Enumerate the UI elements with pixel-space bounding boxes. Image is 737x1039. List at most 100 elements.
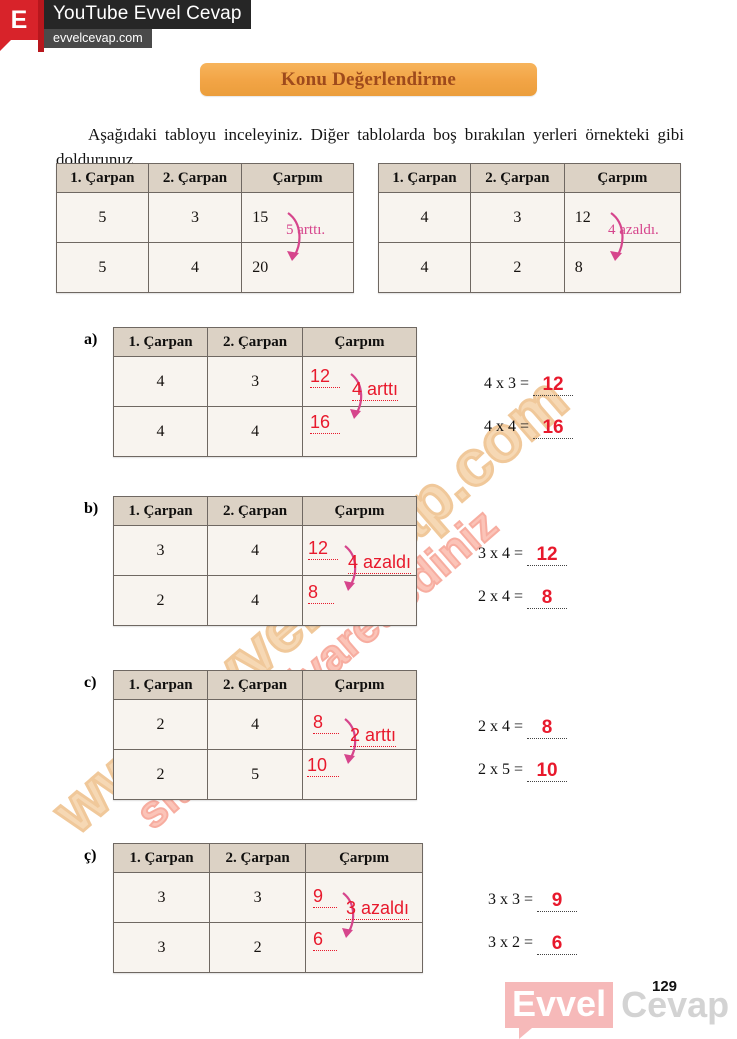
equation-answer[interactable]: 8 [527, 718, 568, 739]
table-row: 3 2 [112, 922, 423, 973]
equation-answer[interactable]: 16 [533, 418, 574, 439]
cell-factor2: 3 [207, 356, 304, 407]
equation-answer[interactable]: 12 [533, 375, 574, 396]
question-a-arrow-icon [350, 373, 363, 419]
question-table-b: 1. Çarpan 2. Çarpan Çarpım 3 4 2 4 [112, 496, 417, 626]
cell-factor2: 2 [470, 242, 565, 293]
cell-factor2: 4 [207, 575, 304, 626]
table-header-row: 1. Çarpan 2. Çarpan Çarpım [112, 496, 417, 526]
column-header-product: Çarpım [302, 327, 417, 357]
footer-watermark-logo: Evvel Cevap [505, 982, 730, 1039]
example-1-note: 5 arttı. [286, 222, 326, 238]
cell-factor1: 3 [112, 922, 211, 973]
question-c-note: 2 arttı [350, 725, 397, 747]
cell-factor1: 3 [112, 525, 209, 576]
equation-answer[interactable]: 8 [527, 588, 568, 609]
column-header-factor1: 1. Çarpan [56, 163, 149, 193]
cell-factor2: 4 [207, 699, 304, 750]
equation-expression: 4 x 4 = [484, 418, 530, 435]
answer-c-row2: 10 [307, 755, 339, 777]
evvel-cevap-logo-icon: E [0, 0, 38, 52]
column-header-factor1: 1. Çarpan [112, 843, 211, 873]
footer-logo-secondary: Cevap [621, 984, 730, 1025]
cell-factor2: 4 [207, 406, 304, 457]
example-2-note: 4 azaldı. [608, 222, 659, 238]
cell-factor2: 4 [207, 525, 304, 576]
item-letter-c-cedilla: ç) [84, 847, 97, 864]
item-letter-b: b) [84, 500, 99, 517]
table-row: 5 3 15 [56, 192, 354, 243]
cell-factor2: 3 [147, 192, 243, 243]
cell-product-blank[interactable] [302, 525, 417, 576]
column-header-product: Çarpım [305, 843, 423, 873]
answer-a-row1: 12 [310, 366, 340, 388]
column-header-factor2: 2. Çarpan [209, 843, 307, 873]
cell-factor2: 3 [209, 872, 307, 923]
table-row: 2 4 [112, 699, 417, 750]
cell-factor1: 2 [112, 699, 209, 750]
column-header-factor1: 1. Çarpan [112, 496, 209, 526]
cell-factor1: 5 [56, 192, 149, 243]
table-row: 4 4 [112, 406, 417, 457]
cell-factor2: 4 [147, 242, 243, 293]
equation-b-1: 3 x 4 = 12 [478, 545, 568, 566]
cell-factor2: 2 [209, 922, 307, 973]
cell-factor1: 4 [377, 192, 472, 243]
answer-b-row1: 12 [308, 538, 338, 560]
column-header-product: Çarpım [563, 163, 682, 193]
cell-product-blank[interactable] [302, 575, 417, 626]
cell-factor1: 3 [112, 872, 211, 923]
cell-product-blank[interactable] [302, 406, 417, 457]
cell-product-blank[interactable] [302, 749, 417, 800]
question-c-arrow-icon [344, 718, 357, 764]
answer-c-row1: 8 [313, 712, 339, 734]
item-letter-c: c) [84, 674, 97, 691]
column-header-factor2: 2. Çarpan [207, 670, 304, 700]
logo-letter: E [10, 5, 28, 34]
equation-expression: 2 x 4 = [478, 718, 524, 735]
cell-factor1: 2 [112, 749, 209, 800]
column-header-factor2: 2. Çarpan [147, 163, 243, 193]
question-a-note: 4 arttı [352, 379, 399, 401]
table-row: 3 3 [112, 872, 423, 923]
equation-answer[interactable]: 12 [527, 545, 568, 566]
topic-banner: Konu Değerlendirme [200, 63, 537, 96]
cell-factor2: 3 [470, 192, 565, 243]
answer-c-cedilla-row2: 6 [313, 929, 337, 951]
cell-factor1: 5 [56, 242, 149, 293]
equation-expression: 3 x 3 = [488, 891, 534, 908]
cell-product-blank[interactable] [305, 922, 423, 973]
equation-c-cedilla-2: 3 x 2 = 6 [488, 934, 578, 955]
equation-c-1: 2 x 4 = 8 [478, 718, 568, 739]
question-b-arrow-icon [344, 545, 357, 591]
channel-brand-badge: E YouTube Evvel Cevap evvelcevap.com [0, 0, 251, 52]
cell-factor1: 4 [112, 406, 209, 457]
column-header-factor1: 1. Çarpan [112, 327, 209, 357]
column-header-product: Çarpım [302, 496, 417, 526]
cell-product-blank[interactable] [302, 356, 417, 407]
column-header-factor2: 2. Çarpan [207, 327, 304, 357]
question-table-c-cedilla: 1. Çarpan 2. Çarpan Çarpım 3 3 3 2 [112, 843, 423, 973]
cell-factor2: 5 [207, 749, 304, 800]
column-header-product: Çarpım [302, 670, 417, 700]
equation-answer[interactable]: 10 [527, 761, 568, 782]
equation-c-2: 2 x 5 = 10 [478, 761, 568, 782]
equation-expression: 2 x 5 = [478, 761, 524, 778]
equation-c-cedilla-1: 3 x 3 = 9 [488, 891, 578, 912]
table-row: 2 5 [112, 749, 417, 800]
question-b-note: 4 azaldı [348, 552, 412, 574]
question-table-a: 1. Çarpan 2. Çarpan Çarpım 4 3 4 4 [112, 327, 417, 457]
equation-expression: 3 x 2 = [488, 934, 534, 951]
example-2-arrow-icon [610, 212, 624, 261]
cell-factor1: 2 [112, 575, 209, 626]
equation-answer[interactable]: 6 [537, 934, 578, 955]
cell-product-blank[interactable] [305, 872, 423, 923]
equation-answer[interactable]: 9 [537, 891, 578, 912]
column-header-factor1: 1. Çarpan [377, 163, 472, 193]
equation-a-2: 4 x 4 = 16 [484, 418, 574, 439]
column-header-factor2: 2. Çarpan [470, 163, 565, 193]
question-c-cedilla-arrow-icon [342, 892, 355, 938]
equation-b-2: 2 x 4 = 8 [478, 588, 568, 609]
table-row: 3 4 [112, 525, 417, 576]
answer-a-row2: 16 [310, 412, 340, 434]
